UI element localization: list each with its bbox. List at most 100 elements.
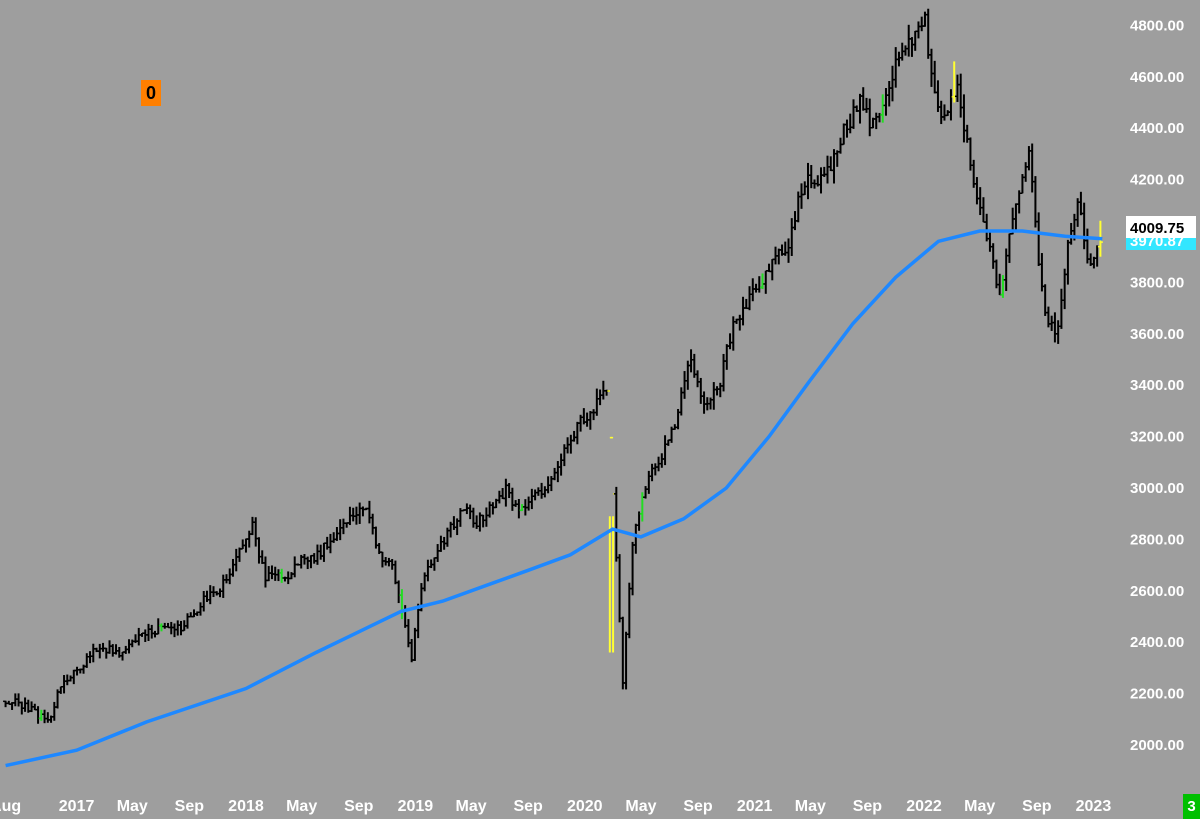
- price-bar: [42, 709, 48, 724]
- price-bar: [120, 651, 126, 661]
- price-bar: [370, 513, 376, 535]
- price-bar: [318, 544, 324, 560]
- price-bar: [301, 554, 307, 565]
- price-bar: [574, 421, 580, 445]
- x-tick-label: 2017: [59, 798, 95, 815]
- price-bar: [997, 273, 1003, 296]
- price-bar: [126, 639, 132, 654]
- price-bar: [51, 701, 57, 721]
- price-bar: [834, 150, 840, 167]
- price-bar: [184, 613, 190, 629]
- price-bar: [805, 162, 811, 200]
- y-tick-label: 4200.00: [1130, 172, 1184, 189]
- x-tick-label: 2019: [398, 798, 434, 815]
- price-bar: [500, 487, 506, 500]
- x-tick-label: Sep: [175, 798, 205, 815]
- price-bar: [857, 93, 863, 124]
- price-bar: [889, 65, 895, 102]
- price-bar: [808, 164, 814, 189]
- price-bar: [974, 177, 980, 205]
- price-bar: [308, 554, 314, 569]
- price-bar: [256, 537, 262, 564]
- y-tick-label: 3600.00: [1130, 326, 1184, 343]
- price-bar: [662, 435, 668, 466]
- price-bar: [220, 574, 226, 598]
- price-bar: [630, 541, 636, 596]
- price-bar: [240, 539, 246, 550]
- price-bar: [688, 349, 694, 373]
- price-bar: [16, 693, 22, 707]
- price-bar: [107, 640, 113, 654]
- price-bar: [253, 517, 259, 547]
- price-bar: [607, 390, 613, 653]
- price-bar: [724, 344, 730, 370]
- price-bar: [506, 483, 512, 499]
- price-bar: [38, 709, 44, 721]
- price-bar: [87, 651, 93, 664]
- price-bar: [399, 589, 405, 620]
- price-bar: [756, 276, 762, 293]
- price-bar: [246, 530, 252, 548]
- price-bar: [571, 430, 577, 442]
- x-tick-label: 2018: [228, 798, 264, 815]
- price-bar: [743, 298, 749, 310]
- price-bar: [480, 514, 486, 528]
- price-bar: [503, 478, 509, 507]
- price-bar: [68, 675, 74, 682]
- price-bar: [867, 98, 873, 137]
- y-axis: 2000.00 2200.00 2400.00 2600.00 2800.00 3000.…: [1130, 17, 1184, 754]
- price-bar: [659, 453, 665, 468]
- price-bar: [71, 669, 77, 685]
- price-bar: [873, 112, 879, 130]
- price-bar: [695, 370, 701, 388]
- last-price-box: 4009.75: [1126, 216, 1196, 238]
- price-bar: [919, 16, 925, 32]
- price-bar: [925, 8, 931, 59]
- price-bar: [1058, 288, 1064, 329]
- corner-badge: 3: [1183, 794, 1200, 819]
- price-bar: [587, 411, 593, 430]
- price-bar: [58, 686, 64, 694]
- price-bar: [902, 45, 908, 56]
- y-tick-label: 4600.00: [1130, 69, 1184, 86]
- price-bar: [97, 643, 103, 659]
- y-tick-label: 2000.00: [1130, 737, 1184, 754]
- price-bar: [542, 486, 548, 498]
- price-bar: [272, 566, 278, 581]
- price-bar: [243, 538, 249, 553]
- price-bar: [915, 21, 921, 39]
- x-tick-label: May: [456, 798, 487, 815]
- price-bar: [90, 643, 96, 663]
- x-tick-label: 2021: [737, 798, 773, 815]
- x-axis: Aug 2017 May Sep 2018 May Sep 2019 May Sep 2020 May…: [0, 798, 1111, 815]
- price-bar: [610, 436, 616, 653]
- price-bar: [146, 623, 152, 642]
- price-bar: [113, 644, 119, 655]
- price-bar: [893, 47, 899, 88]
- price-bar: [906, 24, 912, 57]
- price-bar: [197, 602, 203, 616]
- price-bar: [1029, 143, 1035, 193]
- price-bar: [760, 273, 766, 290]
- price-bar: [100, 642, 106, 652]
- price-bar: [941, 104, 947, 121]
- price-bar: [1006, 233, 1012, 263]
- price-bar: [964, 124, 970, 143]
- price-bar: [1036, 212, 1042, 267]
- last-price-label: 4009.75: [1130, 220, 1184, 237]
- price-bar: [292, 556, 298, 578]
- y-tick-label: 2200.00: [1130, 686, 1184, 703]
- price-bar: [747, 286, 753, 311]
- price-bar: [613, 486, 619, 562]
- x-tick-label: Sep: [1022, 798, 1052, 815]
- price-bar: [620, 616, 626, 690]
- price-bar: [409, 638, 415, 663]
- price-bar: [162, 622, 168, 629]
- x-tick-label: Sep: [344, 798, 374, 815]
- price-bar: [860, 87, 866, 111]
- price-bar: [597, 389, 603, 406]
- price-bar: [594, 388, 600, 416]
- price-bar: [217, 588, 223, 598]
- price-bar: [136, 627, 142, 646]
